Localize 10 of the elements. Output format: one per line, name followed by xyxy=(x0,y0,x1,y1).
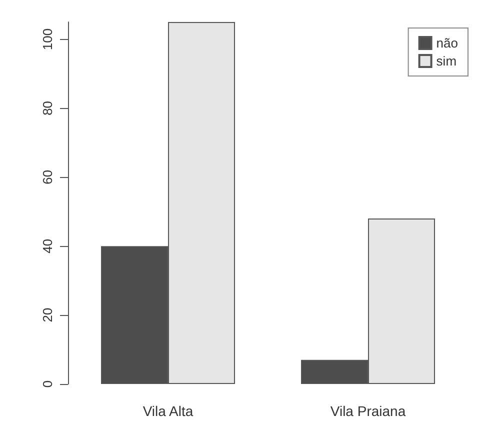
y-tick-label: 80 xyxy=(40,100,55,116)
y-tick-label: 20 xyxy=(40,308,55,322)
y-tick-label: 0 xyxy=(40,380,55,388)
x-tick-label: Vila Alta xyxy=(142,403,194,419)
x-tick-label: Vila Praiana xyxy=(330,403,406,419)
legend-label: não xyxy=(436,36,458,50)
y-tick-label: 60 xyxy=(40,170,55,184)
y-tick-label: 40 xyxy=(40,238,55,254)
y-tick-label: 100 xyxy=(40,28,55,50)
legend-label: sim xyxy=(436,54,457,68)
